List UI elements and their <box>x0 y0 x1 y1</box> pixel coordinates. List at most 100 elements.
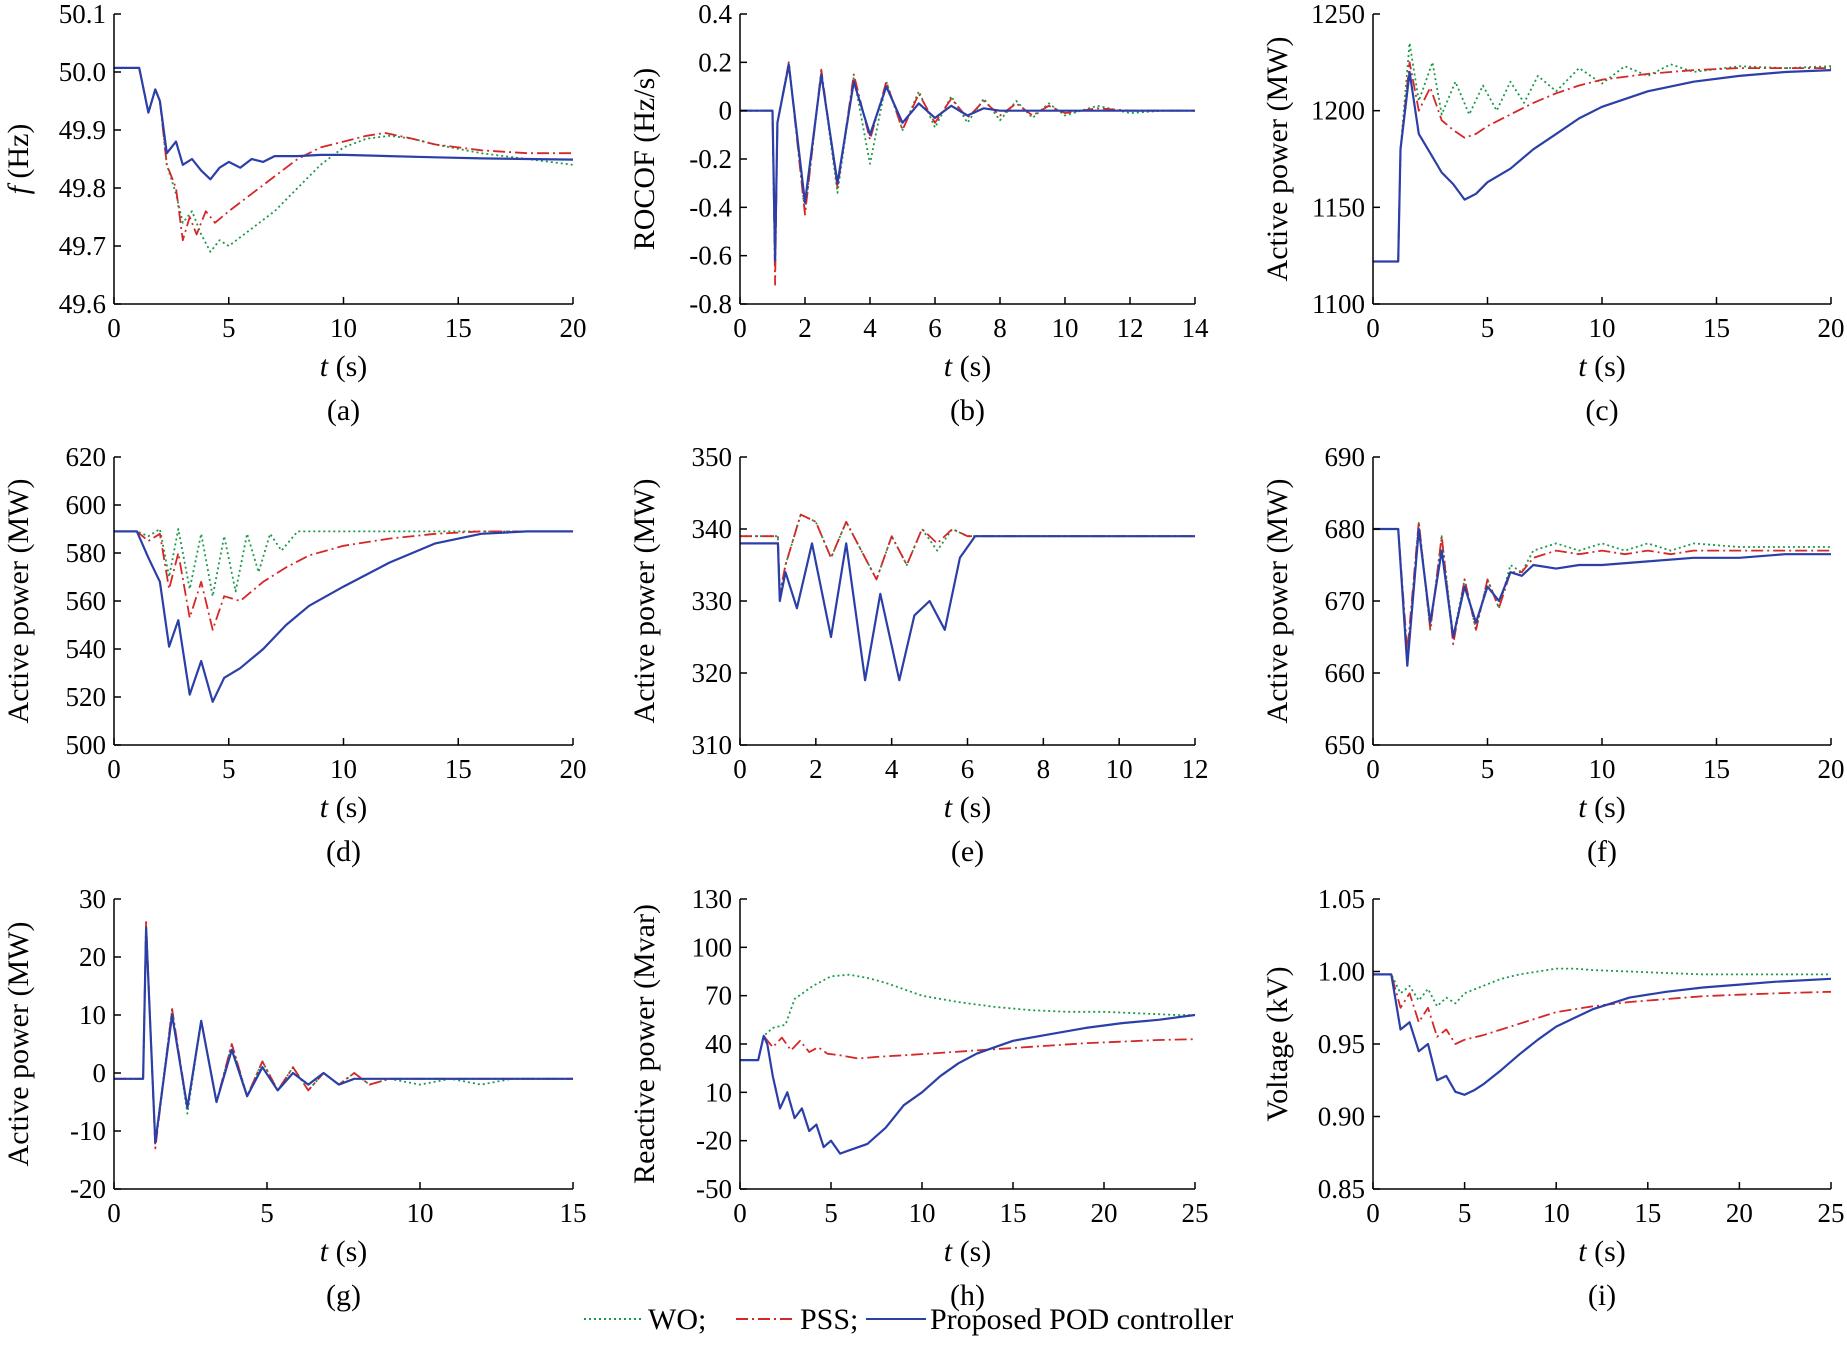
x-tick-label: 15 <box>560 1198 587 1228</box>
x-tick-label: 4 <box>863 313 877 343</box>
series-line-wo <box>740 973 1195 1061</box>
y-tick-label: 10 <box>705 1077 732 1107</box>
y-tick-label: 500 <box>66 730 107 760</box>
x-axis-label: t (s) <box>944 791 992 824</box>
x-tick-label: 6 <box>928 313 942 343</box>
x-tick-label: 0 <box>1366 754 1380 784</box>
series-line-wo <box>1373 42 1831 263</box>
chart-panel: 0 5 10 15 -20 -10 0 10 20 30 t (s) Active power (MW… <box>2 884 587 1312</box>
y-tick-label: -0.8 <box>689 289 732 319</box>
y-tick-label: 620 <box>66 442 107 472</box>
panel-caption: (f) <box>1587 835 1617 868</box>
series-group <box>740 973 1195 1155</box>
panel-caption: (a) <box>327 394 360 427</box>
series-line-pss <box>740 1035 1195 1061</box>
y-tick-label: 0.85 <box>1318 1174 1365 1204</box>
series-line-wo <box>114 67 573 253</box>
y-tick-label: 1100 <box>1312 289 1365 319</box>
x-tick-label: 0 <box>107 1198 121 1228</box>
x-tick-label: 10 <box>1589 754 1616 784</box>
y-tick-label: 580 <box>66 538 107 568</box>
series-line-proposed-pod-controller <box>114 926 573 1144</box>
y-tick-label: 49.9 <box>59 115 106 145</box>
y-tick-label: 0 <box>719 96 733 126</box>
series-line-wo <box>740 513 1195 595</box>
x-tick-label: 0 <box>733 313 747 343</box>
y-tick-label: 650 <box>1325 730 1366 760</box>
y-tick-label: 0.4 <box>698 0 732 29</box>
chart-panel: 0 5 10 15 20 49.6 49.7 49.8 49.9 50.0 50.1 t (s) f (… <box>2 0 587 427</box>
panel-caption: (e) <box>951 835 984 868</box>
y-axis-label: Active power (MW) <box>2 479 35 724</box>
x-tick-label: 10 <box>407 1198 434 1228</box>
x-tick-label: 15 <box>1000 1198 1027 1228</box>
series-line-proposed-pod-controller <box>1373 527 1831 667</box>
y-tick-label: 540 <box>66 634 107 664</box>
y-tick-label: 100 <box>692 932 733 962</box>
y-tick-label: 0.95 <box>1318 1029 1365 1059</box>
x-tick-label: 10 <box>330 754 357 784</box>
series-group <box>740 61 1195 286</box>
x-tick-label: 5 <box>1481 754 1495 784</box>
chart-panel: 0 5 10 15 20 25 -50 -20 10 40 70 100 130 t (s) Reactiv… <box>628 884 1209 1312</box>
panel-caption: (b) <box>950 394 985 427</box>
x-tick-label: 0 <box>733 754 747 784</box>
y-tick-label: 0.2 <box>698 47 732 77</box>
series-group <box>114 528 573 703</box>
series-line-pss <box>114 921 573 1150</box>
x-tick-label: 0 <box>107 313 121 343</box>
x-tick-label: 8 <box>993 313 1007 343</box>
y-tick-label: 680 <box>1325 514 1366 544</box>
legend-label-pod: Proposed POD controller <box>930 1303 1233 1336</box>
y-axis-label: f (Hz) <box>2 124 35 195</box>
series-group <box>1373 42 1831 263</box>
x-tick-label: 4 <box>885 754 899 784</box>
series-group <box>114 66 573 253</box>
series-group <box>1373 520 1831 667</box>
x-tick-label: 5 <box>824 1198 838 1228</box>
chart-panel: 0 2 4 6 8 10 12 310 320 330 340 350 t (s) Active powe… <box>628 442 1209 868</box>
x-tick-label: 12 <box>1117 313 1144 343</box>
x-axis-label: t (s) <box>1578 350 1626 383</box>
y-tick-label: -0.6 <box>689 241 732 271</box>
y-tick-label: 1.05 <box>1318 884 1365 914</box>
x-tick-label: 15 <box>445 754 472 784</box>
y-tick-label: -20 <box>696 1126 732 1156</box>
series-line-pss <box>114 67 573 242</box>
panel-caption: (i) <box>1588 1279 1616 1312</box>
y-tick-label: 520 <box>66 682 107 712</box>
x-tick-label: 6 <box>961 754 975 784</box>
series-group <box>740 513 1195 682</box>
x-tick-label: 10 <box>909 1198 936 1228</box>
series-line-proposed-pod-controller <box>1373 973 1831 1096</box>
legend-label-wo: WO; <box>648 1303 706 1336</box>
y-tick-label: 50.1 <box>59 0 106 29</box>
x-tick-label: 0 <box>733 1198 747 1228</box>
x-tick-label: 20 <box>1818 313 1845 343</box>
x-axis-label: t (s) <box>320 350 368 383</box>
x-tick-label: 5 <box>222 313 236 343</box>
x-tick-label: 5 <box>222 754 236 784</box>
series-line-pss <box>1373 61 1831 263</box>
y-tick-label: 10 <box>79 1000 106 1030</box>
x-axis-label: t (s) <box>944 1235 992 1268</box>
series-line-pss <box>114 530 573 631</box>
x-tick-label: 2 <box>809 754 823 784</box>
y-tick-label: -0.2 <box>689 144 732 174</box>
legend-label-pss: PSS; <box>800 1303 858 1336</box>
x-tick-label: 20 <box>560 313 587 343</box>
y-tick-label: 0.90 <box>1318 1102 1365 1132</box>
x-tick-label: 20 <box>1091 1198 1118 1228</box>
x-tick-label: 10 <box>330 313 357 343</box>
x-tick-label: 20 <box>1726 1198 1753 1228</box>
chart-panel: 0 5 10 15 20 25 0.85 0.90 0.95 1.00 1.05 t (s) Volta… <box>1261 884 1845 1312</box>
x-axis-label: t (s) <box>1578 1235 1626 1268</box>
x-tick-label: 12 <box>1182 754 1209 784</box>
x-tick-label: 10 <box>1543 1198 1570 1228</box>
y-tick-label: 50.0 <box>59 57 106 87</box>
y-axis-label: Voltage (kV) <box>1261 966 1294 1121</box>
panel-caption: (d) <box>326 835 361 868</box>
chart-panel: 0 5 10 15 20 500 520 540 560 580 600 620 t (s) Active… <box>2 442 587 868</box>
